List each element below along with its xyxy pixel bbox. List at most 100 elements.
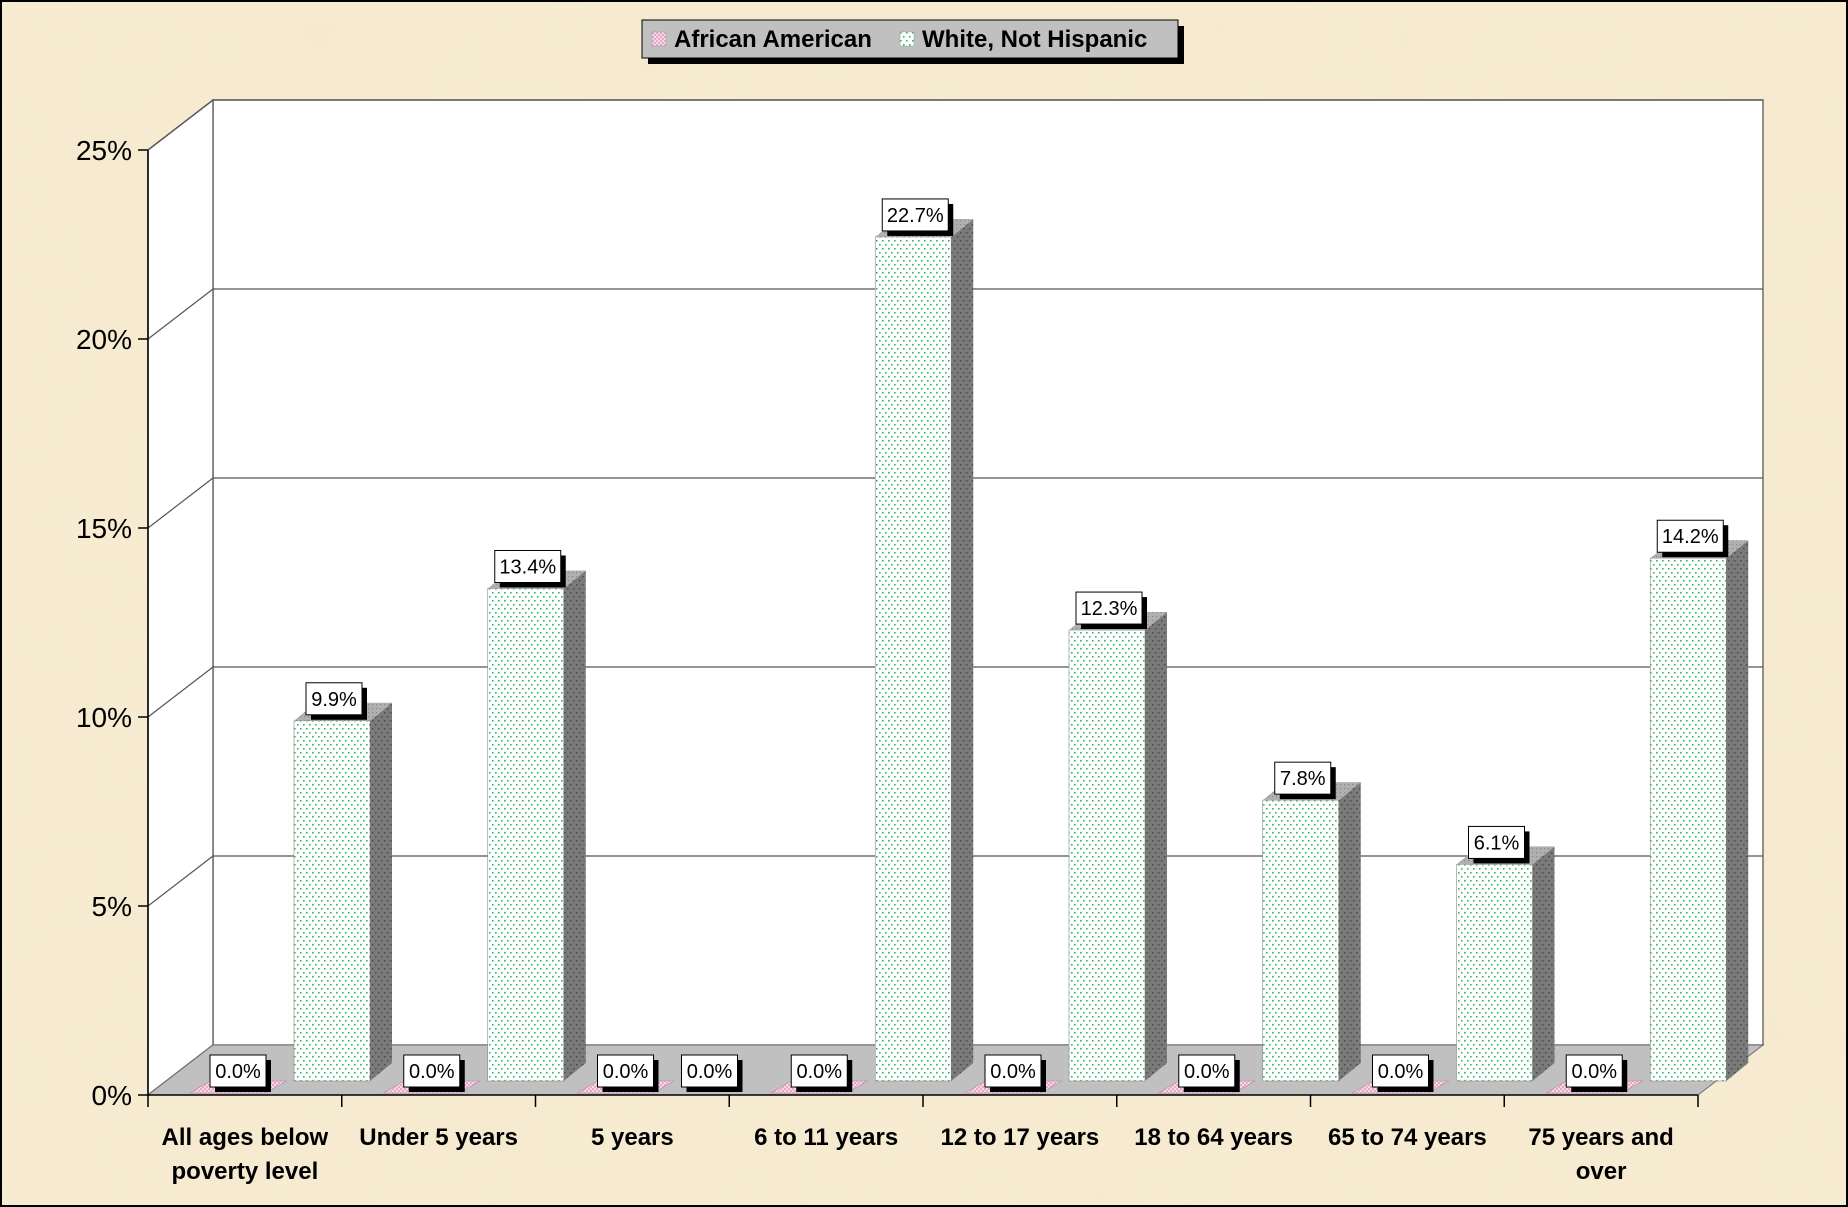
x-category-label: 6 to 11 years [754,1124,898,1151]
bar-side [563,570,586,1081]
legend-label: African American [674,26,872,53]
data-label-text: 13.4% [499,556,556,578]
data-label: 13.4% [494,549,566,588]
data-label: 9.9% [305,682,367,720]
data-label: 0.0% [597,1054,659,1092]
data-label-box [1178,1054,1236,1088]
bar-front [487,588,565,1082]
plot-side-wall [147,98,214,1097]
bar-front [1456,864,1533,1082]
data-label-text: 14.2% [1662,526,1719,548]
data-label-box [1468,825,1525,859]
data-label-box [790,1054,848,1088]
bar-front [1649,557,1727,1082]
data-label-box [881,198,949,232]
data-label-text: 7.8% [1280,768,1326,790]
bar-white-not-hispanic [487,570,586,1082]
y-tick-label: 0% [92,1080,132,1111]
data-label-text: 0.0% [1378,1061,1424,1083]
data-label-box [1075,591,1143,625]
data-label-box [403,1054,461,1088]
bar-white-not-hispanic [1456,846,1555,1082]
bar-front [1068,629,1146,1082]
data-label-text: 0.0% [1184,1061,1230,1083]
data-label-box [1565,1054,1623,1088]
legend-swatch [651,31,667,47]
data-label: 0.0% [1372,1054,1434,1092]
data-label-box [1372,1054,1429,1088]
data-label-text: 0.0% [990,1061,1036,1083]
data-label-box [1656,519,1724,553]
data-label-box [681,1054,738,1088]
bar-white-not-hispanic [874,218,974,1082]
bar-side [1145,612,1167,1081]
x-category-label: 5 years [591,1124,674,1151]
y-tick-label: 5% [92,891,132,922]
legend-entry: African American [651,26,872,53]
gridline [147,288,1763,340]
bar-white-not-hispanic [1649,540,1749,1082]
y-tick-label: 10% [76,702,132,733]
gridline [147,477,1763,529]
bar-front [874,236,952,1082]
gridline [147,99,1763,151]
legend: African American White, Not Hispanic [641,19,1184,64]
bar-side [1532,846,1555,1081]
data-label: 22.7% [881,198,954,236]
data-label: 0.0% [790,1054,853,1092]
gridline [147,855,1763,907]
data-label-box [597,1054,654,1088]
x-category-label: 75 years and [1528,1124,1673,1151]
data-label-text: 0.0% [215,1061,261,1083]
data-label-text: 9.9% [311,689,357,711]
data-label-text: 0.0% [409,1061,455,1083]
data-label-box [305,682,363,716]
x-category-label: 12 to 17 years [940,1124,1099,1151]
bar-side [370,702,392,1081]
x-category-label: All ages below [162,1124,329,1151]
data-label-text: 0.0% [603,1061,649,1083]
bar-white-not-hispanic [1262,782,1361,1082]
data-label: 7.8% [1274,761,1336,800]
gridline [147,666,1763,718]
data-label: 0.0% [1178,1054,1240,1092]
data-label-text: 0.0% [796,1061,842,1083]
bar-side [951,218,974,1081]
bar-white-not-hispanic [1068,612,1167,1082]
x-category-label: Under 5 years [359,1124,518,1151]
y-tick-label: 15% [76,513,132,544]
bar-side [1338,782,1361,1081]
data-label-text: 6.1% [1474,832,1520,854]
legend-entry: White, Not Hispanic [899,26,1147,53]
x-category-label: 65 to 74 years [1328,1124,1487,1151]
data-label-box [209,1054,267,1088]
bar-front [1262,799,1340,1082]
data-label: 6.1% [1468,825,1530,864]
x-category-label: poverty level [172,1158,319,1185]
legend-label: White, Not Hispanic [922,26,1147,53]
bar-white-not-hispanic [293,702,392,1082]
data-label: 0.0% [403,1054,465,1092]
y-tick-label: 20% [76,324,132,355]
bar-side [1726,540,1749,1081]
legend-swatch [899,31,915,47]
bar-front [293,720,371,1082]
data-label: 12.3% [1075,591,1147,630]
data-label-text: 12.3% [1081,598,1138,620]
data-label-text: 0.0% [1571,1061,1617,1083]
data-label-text: 0.0% [687,1061,733,1083]
x-category-label: 18 to 64 years [1134,1124,1293,1151]
data-label-text: 22.7% [887,205,944,227]
y-tick-label: 25% [76,135,132,166]
data-label: 0.0% [1565,1054,1628,1092]
data-label: 0.0% [984,1054,1046,1092]
data-label-box [1274,761,1332,795]
x-category-label: over [1576,1158,1627,1185]
data-label: 0.0% [209,1054,271,1092]
data-label-box [984,1054,1042,1088]
data-label: 14.2% [1656,519,1729,558]
data-label: 0.0% [681,1054,743,1092]
